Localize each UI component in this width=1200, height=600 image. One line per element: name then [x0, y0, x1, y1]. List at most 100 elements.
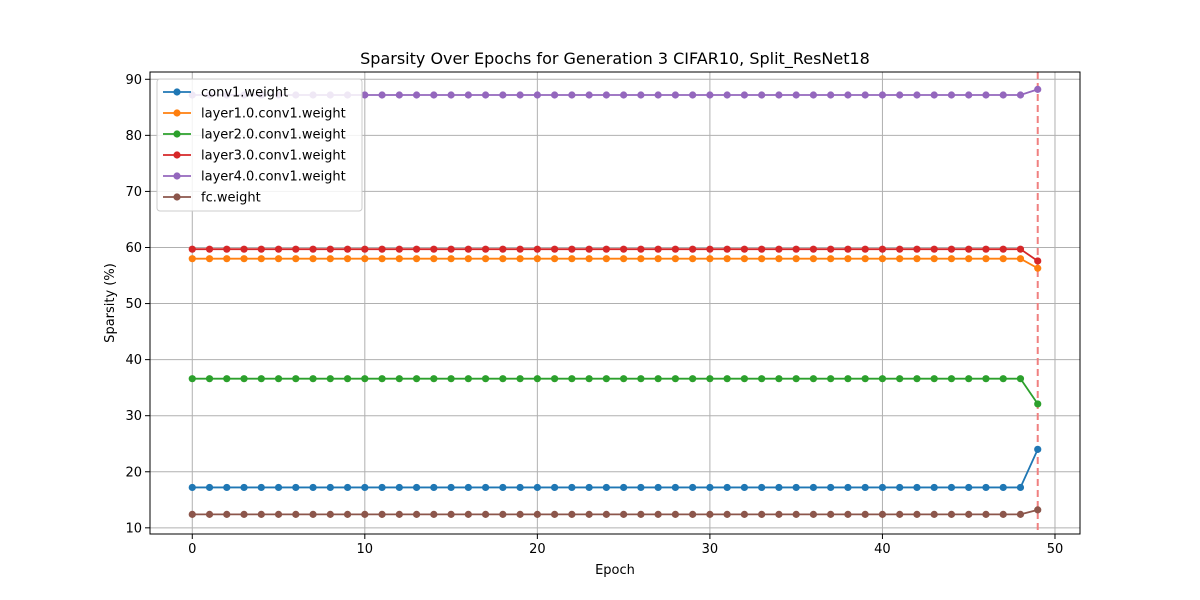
data-point	[602, 245, 610, 253]
data-point	[499, 375, 507, 383]
data-point	[637, 255, 645, 263]
y-tick-label: 30	[125, 409, 142, 424]
data-point	[240, 483, 248, 492]
data-point	[637, 375, 645, 383]
data-point	[188, 375, 196, 383]
data-point	[913, 510, 921, 518]
data-point	[274, 510, 283, 518]
data-point	[827, 375, 835, 383]
data-point	[274, 483, 283, 492]
data-point	[844, 245, 852, 253]
data-point	[654, 255, 662, 263]
data-point	[861, 510, 869, 518]
data-point	[999, 91, 1007, 99]
axis-ticks: 0 10 20 30 40 50 10 20 30 40 50 60 70 80 90	[125, 73, 1063, 557]
data-point	[723, 483, 731, 492]
data-point	[568, 91, 576, 99]
data-point	[326, 510, 334, 518]
data-point	[999, 510, 1007, 518]
data-point	[689, 375, 697, 383]
series-2	[188, 375, 1042, 408]
data-point	[896, 483, 904, 492]
data-point	[775, 510, 783, 518]
data-point	[827, 510, 835, 518]
data-point	[982, 91, 990, 99]
data-point	[447, 483, 455, 492]
legend-item: conv1.weight	[163, 86, 288, 101]
data-point	[343, 255, 352, 263]
legend-marker	[173, 88, 181, 96]
data-point	[947, 510, 956, 518]
data-point	[1016, 91, 1025, 99]
data-point	[533, 245, 541, 253]
data-point	[205, 255, 214, 263]
data-point	[896, 245, 904, 253]
data-point	[481, 375, 490, 383]
data-point	[982, 245, 990, 253]
grid-lines	[150, 72, 1080, 534]
data-point	[706, 483, 714, 492]
data-point	[257, 255, 265, 263]
data-point	[343, 375, 352, 383]
data-point	[1016, 245, 1025, 253]
data-point	[412, 245, 421, 253]
data-point	[844, 91, 852, 99]
data-point	[568, 483, 576, 492]
data-point	[809, 91, 818, 99]
data-point	[447, 245, 455, 253]
data-point	[706, 255, 714, 263]
data-point	[620, 375, 628, 383]
data-point	[723, 245, 731, 253]
data-point	[637, 245, 645, 253]
data-point	[671, 245, 679, 253]
data-point	[844, 375, 852, 383]
data-point	[343, 483, 352, 492]
data-point	[723, 255, 731, 263]
data-point	[723, 510, 731, 518]
data-point	[861, 483, 869, 492]
data-point	[896, 255, 904, 263]
data-point	[827, 255, 835, 263]
data-point	[378, 91, 386, 99]
data-point	[378, 255, 386, 263]
x-tick-label: 40	[874, 542, 891, 557]
x-tick-label: 20	[529, 542, 546, 557]
data-point	[240, 255, 248, 263]
data-point	[947, 245, 956, 253]
y-axis-label: Sparsity (%)	[103, 263, 118, 343]
data-point	[1034, 264, 1042, 272]
legend-label: fc.weight	[201, 191, 261, 206]
data-point	[930, 483, 938, 492]
data-point	[223, 245, 231, 253]
legend-label: layer4.0.conv1.weight	[201, 170, 346, 185]
data-point	[533, 91, 541, 99]
data-point	[620, 245, 628, 253]
data-point	[930, 375, 938, 383]
data-point	[343, 245, 352, 253]
data-point	[378, 245, 386, 253]
data-point	[706, 91, 714, 99]
data-point	[637, 91, 645, 99]
data-point	[188, 255, 196, 263]
data-point	[464, 375, 472, 383]
data-point	[654, 91, 662, 99]
data-point	[844, 510, 852, 518]
data-point	[654, 245, 662, 253]
data-point	[551, 510, 559, 518]
legend-marker	[173, 109, 181, 117]
legend-marker	[173, 193, 181, 201]
data-point	[1034, 400, 1042, 408]
data-point	[947, 375, 956, 383]
data-point	[602, 510, 610, 518]
data-point	[602, 375, 610, 383]
data-point	[412, 375, 421, 383]
data-point	[827, 245, 835, 253]
data-point	[395, 375, 403, 383]
data-point	[481, 245, 490, 253]
data-point	[533, 483, 541, 492]
data-point	[913, 91, 921, 99]
chart-title: Sparsity Over Epochs for Generation 3 CI…	[360, 49, 870, 69]
data-point	[792, 91, 800, 99]
data-point	[257, 510, 265, 518]
data-point	[1016, 375, 1025, 383]
